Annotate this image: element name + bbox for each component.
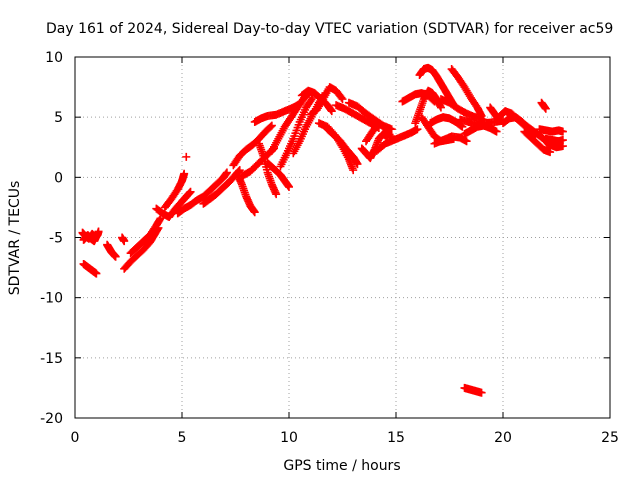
x-tick-label: 25 (601, 430, 619, 446)
data-point (285, 182, 293, 191)
series-seg-r (263, 158, 293, 191)
y-tick-label: -15 (40, 351, 63, 367)
chart-title: Day 161 of 2024, Sidereal Day-to-day VTE… (46, 21, 613, 37)
x-tick-label: 20 (494, 430, 512, 446)
series-seg-k (182, 152, 191, 161)
y-tick-label: 10 (45, 50, 63, 66)
data-point (477, 111, 486, 120)
data-point (353, 160, 362, 169)
series-seg-av (541, 134, 567, 146)
series-seg-p (255, 139, 281, 199)
data-point (111, 252, 120, 261)
series-seg-d (103, 240, 120, 261)
series-seg-ac (362, 119, 396, 146)
series-seg-as (520, 127, 555, 157)
data-point (266, 122, 275, 131)
series-seg-ai (426, 113, 467, 131)
series-seg-aw (546, 140, 567, 152)
data-point (235, 166, 244, 175)
y-tick-label: -20 (40, 411, 63, 427)
data-point (92, 269, 101, 278)
series-seg-g (126, 214, 165, 258)
data-point (120, 237, 129, 246)
y-tick-label: 0 (54, 170, 63, 186)
data-point (94, 227, 103, 236)
data-point (349, 166, 358, 175)
data-point (267, 121, 276, 130)
series-seg-n (233, 170, 259, 217)
data-point (182, 152, 191, 161)
series-seg-au (535, 125, 567, 136)
data-point (272, 190, 281, 199)
series-seg-b (79, 231, 101, 246)
x-tick-label: 5 (178, 430, 187, 446)
series-seg-ag (411, 86, 445, 128)
series-seg-y (323, 125, 362, 169)
data-point (186, 187, 195, 196)
x-axis-label: GPS time / hours (283, 458, 400, 474)
series-seg-ad (372, 125, 422, 155)
series-seg-c (79, 259, 101, 278)
series-seg-at (537, 98, 550, 113)
y-axis-label: SDTVAR / TECUs (7, 181, 23, 296)
x-tick-label: 0 (71, 430, 80, 446)
data-point (180, 169, 189, 178)
data-point (546, 148, 555, 157)
series-seg-ab (357, 130, 392, 163)
data-point (436, 103, 445, 112)
data-point (541, 104, 550, 113)
data-point (413, 125, 422, 134)
series-seg-an (460, 121, 501, 139)
data-point (222, 168, 231, 177)
series-seg-e (118, 233, 129, 246)
data-point (250, 208, 259, 217)
data-point (307, 95, 316, 104)
x-tick-label: 10 (280, 430, 298, 446)
data-point (492, 127, 501, 136)
data-points (78, 63, 567, 397)
y-tick-label: -5 (49, 231, 63, 247)
data-point (92, 232, 101, 241)
series-seg-ax (460, 383, 486, 397)
axis-ticks: 0 5 10 15 20 25 -20 -15 -10 -5 0 5 10 (40, 50, 619, 446)
data-point (558, 127, 567, 136)
series-seg-h (152, 187, 195, 222)
series-seg-al (447, 65, 486, 120)
data-point (337, 93, 346, 102)
data-point (477, 388, 486, 397)
data-point (327, 107, 336, 116)
series-seg-aj (430, 132, 471, 148)
data-point (462, 137, 471, 146)
series-seg-w (306, 83, 347, 119)
y-tick-label: -10 (40, 291, 63, 307)
data-point (338, 95, 347, 104)
series-seg-i (160, 169, 189, 212)
series-seg-j (173, 168, 231, 218)
data-point (558, 142, 567, 151)
x-tick-label: 15 (387, 430, 405, 446)
y-tick-label: 5 (54, 110, 63, 126)
